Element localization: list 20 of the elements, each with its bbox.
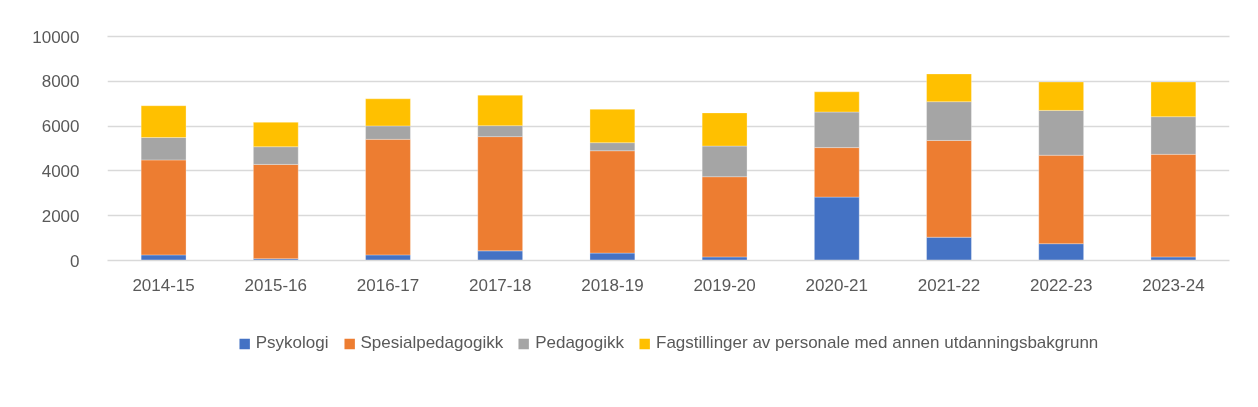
y-tick-label: 6000 xyxy=(41,117,80,137)
x-tick-label: 2023-24 xyxy=(1142,275,1205,295)
x-tick-label: 2014-15 xyxy=(132,275,195,295)
y-tick-label: 2000 xyxy=(41,206,80,226)
legend-label: Fagstillinger av personale med annen utdanningsbakgrunn xyxy=(656,333,1099,353)
y-tick-label: 10000 xyxy=(32,27,80,47)
x-tick-label: 2017-18 xyxy=(469,275,532,295)
y-tick-label: 0 xyxy=(70,251,80,271)
legend-label: Pedagogikk xyxy=(535,333,625,353)
x-tick-label: 2016-17 xyxy=(356,275,420,295)
x-tick-label: 2019-20 xyxy=(693,275,756,295)
x-tick-label: 2022-23 xyxy=(1030,275,1093,295)
y-tick-label: 4000 xyxy=(41,161,80,181)
y-tick-label: 8000 xyxy=(41,72,80,92)
x-tick-label: 2021-22 xyxy=(917,275,981,295)
legend-label: Psykologi xyxy=(255,333,329,353)
x-tick-label: 2015-16 xyxy=(244,275,307,295)
x-tick-label: 2020-21 xyxy=(805,275,868,295)
legend-label: Spesialpedagogikk xyxy=(360,333,504,353)
x-tick-label: 2018-19 xyxy=(581,275,644,295)
